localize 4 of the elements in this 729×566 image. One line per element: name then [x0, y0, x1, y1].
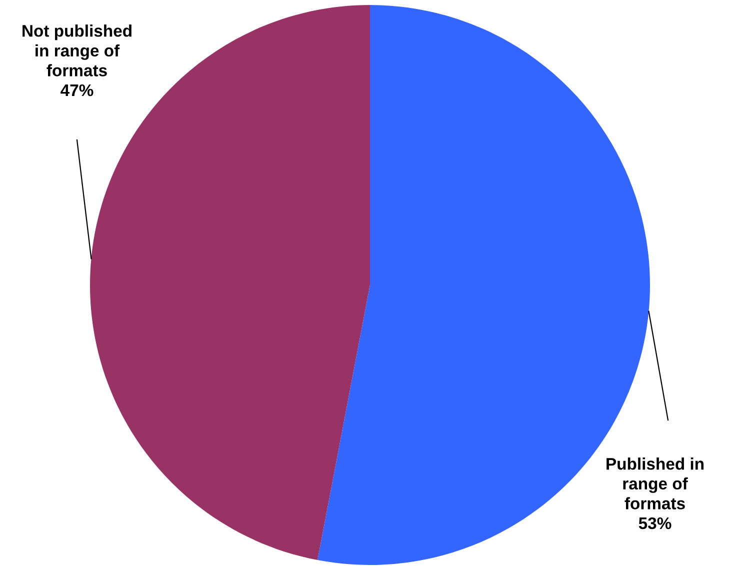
slice-label: Published in range of formats: [606, 458, 704, 510]
slice-label: Not published in range of formats: [22, 24, 132, 76]
data-label: 47%: [60, 84, 94, 96]
data-label: 53%: [638, 517, 672, 530]
